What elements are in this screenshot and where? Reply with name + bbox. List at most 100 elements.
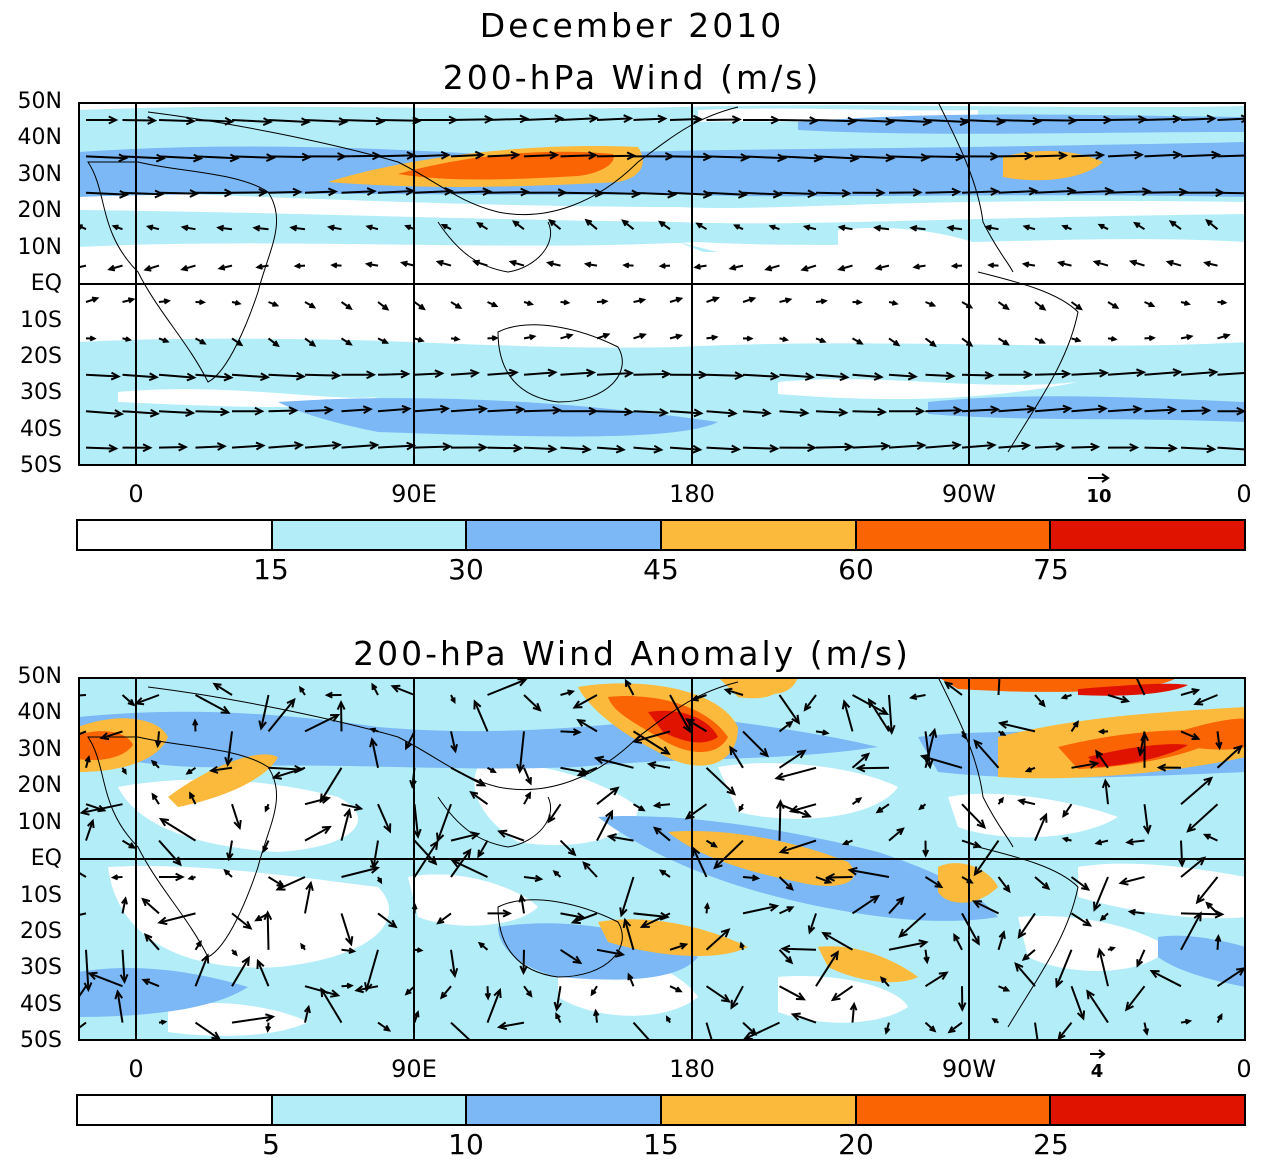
- wind-vector-head: [795, 992, 806, 1001]
- wind-vector: [633, 372, 670, 376]
- wind-vector: [815, 445, 852, 449]
- wind-vector-head: [693, 408, 704, 418]
- wind-vector: [1093, 876, 1109, 911]
- wind-vector-head: [455, 302, 463, 310]
- p2-colorbar-label: 10: [448, 1128, 484, 1161]
- wind-vector-head: [759, 747, 770, 758]
- wind-vector: [998, 154, 1032, 158]
- p1-lon-0-east: 0: [1236, 480, 1252, 508]
- wind-vector: [450, 949, 456, 977]
- wind-vector-head: [946, 224, 955, 232]
- wind-vector-head: [1090, 442, 1101, 452]
- wind-vector-head: [1002, 985, 1011, 992]
- wind-vector: [304, 190, 336, 194]
- wind-vector-head: [344, 936, 354, 947]
- wind-vector: [85, 373, 119, 378]
- wind-vector-head: [652, 801, 662, 809]
- p2-lon-0-east: 0: [1236, 1055, 1252, 1083]
- wind-vector-head: [730, 444, 742, 454]
- wind-vector: [572, 912, 598, 924]
- wind-vector: [560, 446, 590, 451]
- wind-vector-head: [519, 114, 530, 124]
- wind-vector: [1180, 777, 1213, 805]
- wind-vector-head: [148, 372, 159, 382]
- wind-vector-head: [323, 405, 335, 415]
- panel2-title: 200-hPa Wind Anomaly (m/s): [353, 634, 911, 673]
- wind-vector-head: [1186, 823, 1196, 833]
- wind-vector-head: [1236, 406, 1246, 416]
- wind-vector-head: [258, 188, 269, 197]
- wind-vector: [596, 410, 632, 414]
- wind-vector-head: [566, 333, 574, 340]
- wind-vector: [778, 750, 806, 769]
- wind-vector-head: [692, 444, 703, 454]
- wind-vector-head: [1148, 335, 1156, 342]
- p2-lon-90e: 90E: [391, 1055, 437, 1083]
- wind-vector-head: [951, 441, 962, 450]
- wind-vector-head: [847, 866, 858, 876]
- wind-vector: [782, 947, 817, 951]
- wind-vector-head: [784, 297, 793, 304]
- wind-vector-head: [1140, 731, 1149, 742]
- wind-vector: [437, 912, 452, 924]
- wind-vector: [122, 373, 157, 379]
- p2-colorbar-bin: [662, 1096, 857, 1124]
- wind-vector: [961, 119, 1004, 123]
- p2-colorbar-bin: [272, 1096, 468, 1124]
- wind-vector-head: [199, 299, 206, 306]
- wind-vector: [377, 154, 415, 158]
- wind-vector-head: [1055, 442, 1066, 451]
- wind-vector-head: [576, 769, 586, 777]
- wind-vector-head: [418, 303, 426, 311]
- wind-vector-head: [605, 809, 614, 820]
- main-title: December 2010: [479, 6, 785, 45]
- wind-vector-head: [406, 151, 417, 160]
- wind-vector-head: [821, 931, 832, 941]
- wind-vector-head: [841, 699, 851, 710]
- wind-vector-head: [224, 116, 235, 126]
- wind-vector-head: [775, 799, 785, 810]
- wind-vector-head: [1080, 882, 1091, 891]
- wind-vector: [268, 373, 304, 378]
- wind-vector-head: [907, 371, 918, 381]
- wind-vector: [641, 912, 671, 928]
- wind-vector-head: [381, 338, 390, 344]
- wind-vector: [779, 906, 793, 915]
- wind-vector: [779, 119, 817, 122]
- wind-vector: [608, 835, 634, 842]
- wind-vector-head: [477, 941, 485, 949]
- wind-vector: [852, 444, 889, 449]
- wind-vector-head: [886, 724, 896, 736]
- p2-colorbar: [76, 1094, 1246, 1126]
- wind-vector-head: [987, 262, 995, 269]
- wind-vector: [231, 119, 271, 123]
- wind-vector-head: [572, 955, 583, 965]
- wind-vector: [1216, 731, 1221, 749]
- wind-vector: [413, 804, 420, 837]
- wind-vector-head: [128, 842, 137, 849]
- wind-vector-head: [364, 982, 373, 993]
- wind-vector: [1070, 876, 1089, 891]
- wind-vector-head: [330, 989, 341, 998]
- wind-vector: [341, 119, 384, 123]
- wind-vector: [961, 373, 993, 377]
- wind-vector: [1034, 876, 1050, 890]
- wind-vector: [268, 119, 309, 123]
- wind-vector: [304, 373, 339, 377]
- wind-vector-head: [470, 831, 481, 840]
- wind-vector-head: [885, 153, 896, 163]
- wind-vector-head: [412, 828, 422, 839]
- wind-vector-head: [572, 728, 582, 736]
- wind-vector-head: [929, 301, 937, 307]
- wind-vector: [1098, 949, 1109, 987]
- wind-vector: [573, 694, 598, 709]
- wind-vector-head: [893, 339, 901, 347]
- wind-vector: [560, 117, 597, 121]
- wind-vector-head: [659, 911, 670, 921]
- wind-vector: [669, 118, 701, 121]
- wind-vector-head: [127, 698, 136, 707]
- wind-vector-head: [639, 920, 650, 928]
- wind-vector-head: [1137, 746, 1146, 757]
- wind-vector-head: [679, 942, 689, 950]
- wind-vector-head: [1172, 114, 1183, 124]
